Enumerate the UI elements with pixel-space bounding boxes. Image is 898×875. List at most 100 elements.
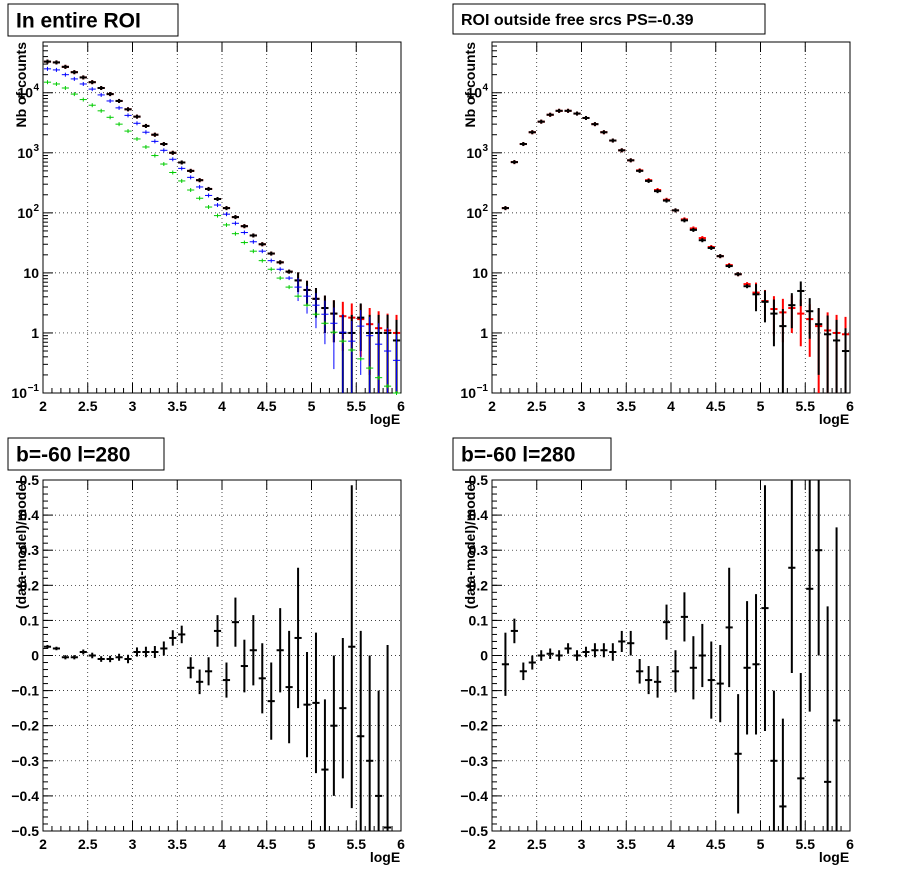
x-tick-label: 3	[578, 398, 586, 414]
y-tick-label: 10	[466, 85, 482, 101]
x-tick-label: 4.5	[257, 398, 277, 414]
series-1	[43, 485, 392, 831]
y-tick-exponent: −1	[28, 383, 40, 394]
y-tick-exponent: 2	[33, 203, 39, 214]
x-tick-label: 5.5	[796, 836, 816, 852]
y-tick-label: 10	[472, 265, 488, 281]
series-3	[43, 66, 401, 393]
chart-title: ROI outside free srcs PS=-0.39	[461, 12, 694, 29]
y-tick-label: 10	[460, 385, 476, 401]
x-tick-label: 4.5	[706, 836, 726, 852]
y-tick-label: 10	[17, 85, 33, 101]
x-axis-label: logE	[370, 849, 400, 865]
x-tick-label: 6	[846, 398, 854, 414]
y-tick-label: 10	[466, 205, 482, 221]
chart-title: b=-60 l=280	[16, 444, 130, 467]
title-box	[452, 3, 766, 35]
x-tick-label: 2.5	[78, 836, 98, 852]
y-tick-label: 10	[17, 205, 33, 221]
y-axis-label: (data-model)/model	[13, 480, 29, 609]
x-tick-label: 2.5	[527, 836, 547, 852]
y-tick-exponent: 4	[482, 83, 488, 94]
title-box	[7, 437, 165, 471]
y-tick-label: −0.2	[460, 718, 488, 734]
y-tick-label: −0.5	[11, 823, 39, 839]
x-tick-label: 4	[218, 398, 226, 414]
x-tick-label: 3.5	[168, 398, 188, 414]
x-tick-label: 2	[488, 398, 496, 414]
x-tick-label: 2	[39, 836, 47, 852]
x-tick-label: 4.5	[257, 836, 277, 852]
title-box	[452, 437, 612, 471]
y-tick-label: 0.5	[20, 472, 40, 488]
x-tick-label: 5.5	[796, 398, 816, 414]
x-tick-label: 4.5	[706, 398, 726, 414]
x-axis-label: logE	[819, 411, 849, 427]
chart-title: In entire ROI	[16, 10, 141, 33]
chart-title: b=-60 l=280	[461, 444, 575, 467]
y-tick-exponent: 4	[33, 83, 39, 94]
y-tick-label: −0.1	[11, 683, 39, 699]
x-tick-label: 3	[578, 836, 586, 852]
y-tick-label: −0.4	[460, 788, 488, 804]
y-tick-label: −0.3	[460, 753, 488, 769]
y-tick-label: 0.4	[469, 507, 489, 523]
y-tick-label: 0.2	[20, 577, 40, 593]
y-tick-label: 0.3	[469, 542, 489, 558]
series-4	[43, 80, 401, 395]
y-tick-label: 10	[17, 145, 33, 161]
y-tick-label: 10	[11, 385, 27, 401]
y-axis-label: (data-model)/model	[462, 480, 478, 609]
y-tick-label: 0	[31, 648, 39, 664]
y-tick-label: 0.5	[469, 472, 489, 488]
panel-3: 2 2.5 3 3.5 4 4.5 5 5.5 6 −0.5 −0.4 −0.3 −0.2 −0.1 0 0.…	[7, 437, 405, 865]
x-tick-label: 5	[757, 398, 765, 414]
x-tick-label: 2	[39, 398, 47, 414]
x-tick-label: 4	[667, 398, 675, 414]
x-tick-label: 6	[397, 836, 405, 852]
y-tick-label: −0.2	[11, 718, 39, 734]
y-tick-label: 0.3	[20, 542, 40, 558]
series-2	[501, 108, 850, 393]
x-tick-label: 5	[308, 836, 316, 852]
y-axis-label: Nb of counts	[462, 42, 478, 128]
y-tick-exponent: 3	[33, 143, 39, 154]
y-tick-label: 0.2	[469, 577, 489, 593]
y-tick-label: 1	[31, 325, 39, 341]
y-tick-label: −0.4	[11, 788, 39, 804]
y-tick-label: 10	[466, 145, 482, 161]
x-tick-label: 4	[667, 836, 675, 852]
x-tick-label: 2	[488, 836, 496, 852]
x-tick-label: 6	[846, 836, 854, 852]
x-tick-label: 4	[218, 836, 226, 852]
y-tick-label: 0	[480, 648, 488, 664]
x-tick-label: 5	[308, 398, 316, 414]
x-tick-label: 3.5	[617, 398, 637, 414]
x-tick-label: 2.5	[527, 398, 547, 414]
x-tick-label: 3	[129, 398, 137, 414]
x-axis-label: logE	[819, 849, 849, 865]
x-tick-label: 5.5	[347, 398, 367, 414]
x-tick-label: 6	[397, 398, 405, 414]
y-tick-label: 1	[480, 325, 488, 341]
x-tick-label: 5	[757, 836, 765, 852]
y-tick-label: −0.1	[460, 683, 488, 699]
y-tick-label: 0.1	[20, 612, 40, 628]
x-tick-label: 3	[129, 836, 137, 852]
y-tick-label: −0.3	[11, 753, 39, 769]
panel-4: 2 2.5 3 3.5 4 4.5 5 5.5 6 −0.5 −0.4 −0.3 −0.2 −0.1 0 0.…	[452, 437, 854, 865]
x-tick-label: 3.5	[617, 836, 637, 852]
x-axis-label: logE	[370, 411, 400, 427]
x-tick-label: 2.5	[78, 398, 98, 414]
y-tick-label: 10	[23, 265, 39, 281]
series-1	[501, 480, 841, 831]
y-tick-label: −0.5	[460, 823, 488, 839]
y-tick-exponent: 2	[482, 203, 488, 214]
y-tick-exponent: 3	[482, 143, 488, 154]
y-tick-label: 0.4	[20, 507, 40, 523]
y-tick-label: 0.1	[469, 612, 489, 628]
y-tick-exponent: −1	[477, 383, 489, 394]
